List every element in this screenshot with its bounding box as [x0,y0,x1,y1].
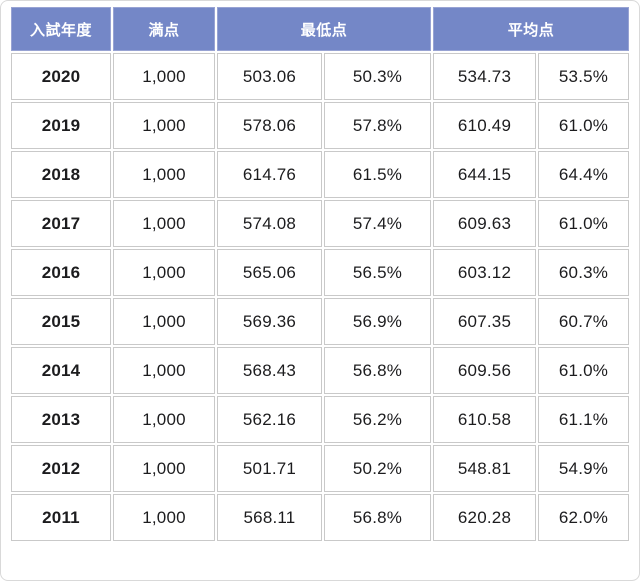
table-row: 2015 1,000 569.36 56.9% 607.35 60.7% [11,298,629,345]
year-cell: 2012 [11,445,111,492]
min-percent-cell: 56.8% [324,347,432,394]
min-score-cell: 562.16 [217,396,322,443]
avg-percent-cell: 54.9% [538,445,629,492]
min-score-cell: 574.08 [217,200,322,247]
min-score-cell: 569.36 [217,298,322,345]
min-score-cell: 503.06 [217,53,322,100]
table-row: 2012 1,000 501.71 50.2% 548.81 54.9% [11,445,629,492]
year-cell: 2015 [11,298,111,345]
avg-score-cell: 609.63 [433,200,537,247]
header-row: 入試年度 満点 最低点 平均点 [11,7,629,51]
table-row: 2018 1,000 614.76 61.5% 644.15 64.4% [11,151,629,198]
full-marks-cell: 1,000 [113,445,215,492]
table-row: 2013 1,000 562.16 56.2% 610.58 61.1% [11,396,629,443]
min-score-cell: 568.43 [217,347,322,394]
avg-score-cell: 620.28 [433,494,537,541]
year-cell: 2016 [11,249,111,296]
year-cell: 2017 [11,200,111,247]
table-header: 入試年度 満点 最低点 平均点 [11,7,629,51]
year-cell: 2014 [11,347,111,394]
min-score-cell: 501.71 [217,445,322,492]
header-minimum-score: 最低点 [217,7,432,51]
year-cell: 2019 [11,102,111,149]
min-score-cell: 568.11 [217,494,322,541]
avg-score-cell: 609.56 [433,347,537,394]
avg-score-cell: 644.15 [433,151,537,198]
min-percent-cell: 50.3% [324,53,432,100]
min-percent-cell: 57.4% [324,200,432,247]
table-row: 2014 1,000 568.43 56.8% 609.56 61.0% [11,347,629,394]
full-marks-cell: 1,000 [113,298,215,345]
avg-score-cell: 603.12 [433,249,537,296]
full-marks-cell: 1,000 [113,200,215,247]
exam-score-table: 入試年度 満点 最低点 平均点 2020 1,000 503.06 50.3% … [9,5,631,543]
min-percent-cell: 50.2% [324,445,432,492]
min-score-cell: 614.76 [217,151,322,198]
full-marks-cell: 1,000 [113,151,215,198]
avg-score-cell: 607.35 [433,298,537,345]
avg-percent-cell: 61.0% [538,347,629,394]
full-marks-cell: 1,000 [113,396,215,443]
min-percent-cell: 56.9% [324,298,432,345]
header-average-score: 平均点 [433,7,629,51]
avg-score-cell: 548.81 [433,445,537,492]
min-score-cell: 565.06 [217,249,322,296]
avg-score-cell: 610.49 [433,102,537,149]
year-cell: 2020 [11,53,111,100]
table-body: 2020 1,000 503.06 50.3% 534.73 53.5% 201… [11,53,629,541]
avg-percent-cell: 61.1% [538,396,629,443]
min-percent-cell: 56.8% [324,494,432,541]
table-row: 2011 1,000 568.11 56.8% 620.28 62.0% [11,494,629,541]
year-cell: 2011 [11,494,111,541]
table-row: 2019 1,000 578.06 57.8% 610.49 61.0% [11,102,629,149]
avg-score-cell: 534.73 [433,53,537,100]
table-row: 2016 1,000 565.06 56.5% 603.12 60.3% [11,249,629,296]
avg-percent-cell: 64.4% [538,151,629,198]
avg-percent-cell: 61.0% [538,200,629,247]
avg-percent-cell: 62.0% [538,494,629,541]
year-cell: 2013 [11,396,111,443]
min-percent-cell: 57.8% [324,102,432,149]
min-percent-cell: 56.2% [324,396,432,443]
full-marks-cell: 1,000 [113,53,215,100]
year-cell: 2018 [11,151,111,198]
avg-percent-cell: 60.3% [538,249,629,296]
full-marks-cell: 1,000 [113,249,215,296]
header-exam-year: 入試年度 [11,7,111,51]
full-marks-cell: 1,000 [113,347,215,394]
table-row: 2017 1,000 574.08 57.4% 609.63 61.0% [11,200,629,247]
table-row: 2020 1,000 503.06 50.3% 534.73 53.5% [11,53,629,100]
avg-percent-cell: 53.5% [538,53,629,100]
avg-score-cell: 610.58 [433,396,537,443]
min-percent-cell: 56.5% [324,249,432,296]
avg-percent-cell: 61.0% [538,102,629,149]
avg-percent-cell: 60.7% [538,298,629,345]
header-full-marks: 満点 [113,7,215,51]
full-marks-cell: 1,000 [113,494,215,541]
min-percent-cell: 61.5% [324,151,432,198]
min-score-cell: 578.06 [217,102,322,149]
full-marks-cell: 1,000 [113,102,215,149]
